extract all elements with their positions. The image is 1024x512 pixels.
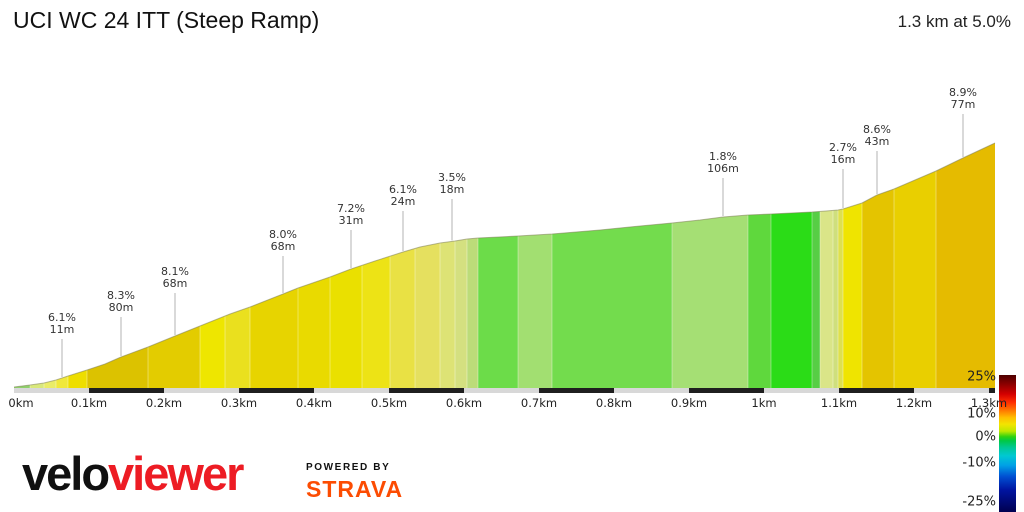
distance-scale-bar-segment: [389, 388, 464, 393]
profile-segment: [672, 143, 748, 390]
distance-scale-bar-segment: [689, 388, 764, 393]
distance-scale-bar-segment: [914, 388, 989, 393]
powered-by-label: POWERED BY: [306, 462, 391, 473]
profile-segment: [440, 143, 455, 390]
distance-scale-bar-segment: [614, 388, 689, 393]
profile-segment: [87, 143, 148, 390]
veloviewer-logo-velo: velo: [22, 447, 110, 500]
profile-segment: [833, 143, 838, 390]
profile-segment: [843, 143, 862, 390]
distance-scale-bar-segment: [89, 388, 164, 393]
distance-scale-bar-segment: [314, 388, 389, 393]
profile-segment: [467, 143, 478, 390]
profile-segment: [30, 143, 44, 390]
distance-scale-bar-segment: [539, 388, 614, 393]
distance-scale-bar-segment: [164, 388, 239, 393]
profile-segment: [748, 143, 771, 390]
profile-segment: [148, 143, 200, 390]
profile-segment: [820, 143, 833, 390]
strava-attribution[interactable]: POWERED BY STRAVA: [306, 462, 403, 503]
profile-segment: [518, 143, 552, 390]
distance-scale-bar-segment: [464, 388, 539, 393]
profile-segment: [862, 143, 894, 390]
profile-outline: [13, 142, 996, 388]
distance-scale-bar-segment: [239, 388, 314, 393]
profile-segment: [936, 143, 995, 390]
veloviewer-logo[interactable]: veloviewer: [22, 447, 244, 500]
distance-scale-bar-segment: [839, 388, 914, 393]
profile-segment: [44, 143, 56, 390]
distance-scale-bar-segment: [14, 388, 89, 393]
strava-logo: STRAVA: [306, 476, 404, 502]
profile-segment: [330, 143, 362, 390]
profile-segment: [552, 143, 672, 390]
profile-segment: [14, 143, 30, 390]
profile-segment: [455, 143, 467, 390]
distance-gradient-summary: 1.3 km at 5.0%: [897, 12, 1011, 31]
distance-scale-bar-segment: [764, 388, 839, 393]
profile-segment: [225, 143, 250, 390]
profile-segment: [68, 143, 87, 390]
profile-segment: [362, 143, 390, 390]
profile-segment: [200, 143, 225, 390]
page-title: UCI WC 24 ITT (Steep Ramp): [13, 7, 320, 33]
profile-segment: [812, 143, 820, 390]
profile-segment: [894, 143, 936, 390]
profile-segment: [771, 143, 812, 390]
profile-segment: [838, 143, 843, 390]
profile-segment: [250, 143, 298, 390]
veloviewer-logo-viewer: viewer: [108, 447, 244, 500]
distance-scale-bar-endcap: [989, 388, 995, 393]
profile-segment: [298, 143, 330, 390]
profile-segment: [415, 143, 440, 390]
profile-segment: [478, 143, 518, 390]
gradient-legend-bar: [999, 375, 1016, 512]
